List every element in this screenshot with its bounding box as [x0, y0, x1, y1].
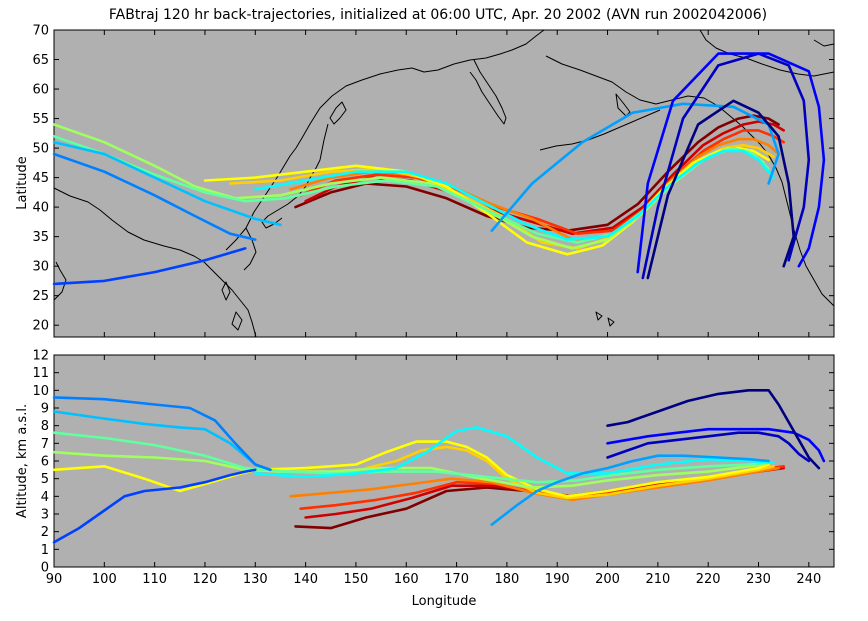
x-tick-label: 240 — [796, 572, 821, 587]
x-tick-label: 110 — [142, 572, 167, 587]
trajectory-16 — [646, 99, 795, 280]
trajectory-14 — [641, 52, 811, 280]
y-tick-label: 1 — [41, 543, 49, 558]
y-tick-label: 2 — [41, 525, 49, 540]
y-tick-label: 8 — [41, 419, 49, 434]
chart-title: FABtraj 120 hr back-trajectories, initia… — [109, 7, 767, 23]
trajectory-14 — [606, 431, 811, 463]
x-tick-label: 100 — [92, 572, 117, 587]
trajectory-9 — [254, 426, 775, 479]
altitude-plot-area — [53, 354, 835, 568]
x-tick-label: 170 — [444, 572, 469, 587]
trajectory-15 — [636, 52, 826, 274]
x-tick-label: 190 — [545, 572, 570, 587]
map-panel: 20 25 30 35 40 45 50 55 60 65 70 Latitude — [15, 24, 835, 338]
map-trajectories — [52, 52, 826, 286]
y-tick-label: 50 — [32, 142, 49, 157]
trajectory-12 — [52, 247, 247, 286]
y-tick-label: 10 — [32, 384, 49, 399]
x-axis-label: Longitude — [412, 594, 477, 609]
x-tick-label: 220 — [696, 572, 721, 587]
y-tick-label: 3 — [41, 508, 49, 523]
x-tick-label: 150 — [344, 572, 369, 587]
altitude-trajectories — [52, 389, 826, 544]
x-tick-label: 200 — [595, 572, 620, 587]
map-y-ticks: 20 25 30 35 40 45 50 55 60 65 70 — [32, 24, 834, 334]
x-tick-label: 160 — [394, 572, 419, 587]
trajectory-13 — [490, 454, 770, 526]
trajectory-6 — [52, 440, 770, 498]
x-tick-label: 140 — [293, 572, 318, 587]
y-tick-label: 55 — [32, 112, 49, 127]
y-tick-label: 60 — [32, 83, 49, 98]
y-tick-label: 25 — [32, 289, 49, 304]
trajectory-11 — [52, 396, 272, 472]
y-tick-label: 30 — [32, 260, 49, 275]
y-tick-label: 0 — [41, 561, 49, 576]
y-tick-label: 12 — [32, 349, 49, 364]
trajectory-9 — [254, 149, 775, 241]
trajectory-13 — [490, 102, 780, 232]
x-tick-label: 130 — [243, 572, 268, 587]
coastlines — [53, 29, 835, 338]
trajectory-15 — [606, 427, 826, 463]
x-tick-label: 90 — [46, 572, 63, 587]
y-tick-label: 70 — [32, 24, 49, 39]
y-tick-label: 35 — [32, 230, 49, 245]
y-tick-label: 9 — [41, 402, 49, 417]
y-tick-label: 5 — [41, 472, 49, 487]
map-y-axis-label: Latitude — [15, 156, 30, 210]
x-tick-label: 210 — [645, 572, 670, 587]
y-tick-label: 45 — [32, 171, 49, 186]
trajectory-7 — [52, 450, 765, 489]
y-tick-label: 4 — [41, 490, 49, 505]
trajectory-12 — [52, 468, 257, 544]
y-tick-label: 11 — [32, 366, 49, 381]
y-tick-label: 65 — [32, 53, 49, 68]
longitude-x-ticks: 90 100 110 120 130 140 150 160 170 180 190 200 210 22… — [46, 30, 821, 587]
trajectory-16 — [606, 389, 821, 470]
altitude-y-axis-label: Altitude, km a.s.l. — [15, 404, 30, 518]
x-tick-label: 180 — [494, 572, 519, 587]
trajectory-11 — [52, 152, 257, 241]
trajectory-8 — [52, 431, 770, 484]
trajectory-1 — [294, 114, 780, 232]
y-tick-label: 20 — [32, 319, 49, 334]
trajectory-4 — [289, 466, 780, 502]
trajectory-3 — [299, 129, 785, 235]
x-tick-label: 120 — [193, 572, 218, 587]
y-tick-label: 7 — [41, 437, 49, 452]
y-tick-label: 6 — [41, 455, 49, 470]
x-tick-label: 230 — [746, 572, 771, 587]
trajectory-10 — [52, 140, 282, 227]
y-tick-label: 40 — [32, 201, 49, 216]
